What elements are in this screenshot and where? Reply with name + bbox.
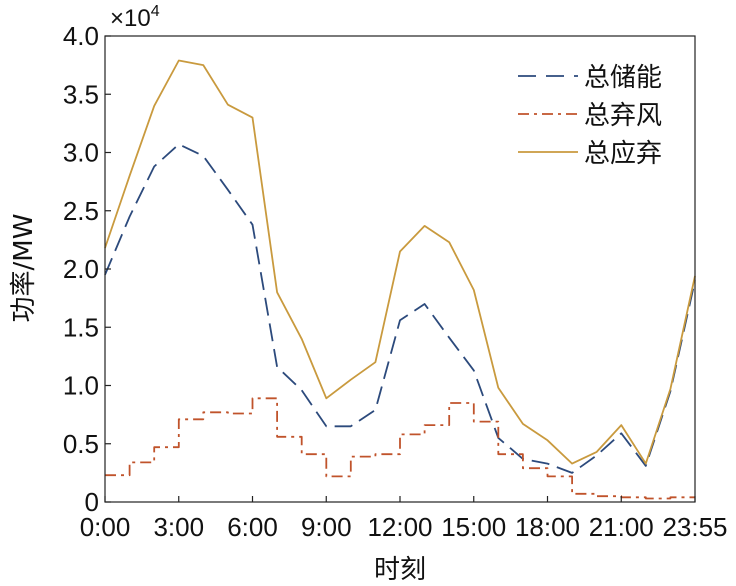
x-tick-label: 9:00 [301, 512, 352, 542]
y-multiplier-base: ×10 [110, 5, 151, 32]
series-layer [104, 59, 696, 500]
x-tick-label: 21:00 [589, 512, 654, 542]
y-tick-label: 0.5 [63, 429, 99, 459]
series-line-3 [104, 59, 696, 465]
x-tick-label: 23:55 [662, 512, 727, 542]
y-tick-label: 1.5 [63, 312, 99, 342]
legend-label: 总应弃 [584, 139, 662, 169]
axis-layer: 0 0.5 1.0 1.5 2.0 2.5 3.0 3.5 4.0 0:00 3:00 6:00 9:0… [63, 21, 728, 542]
series-line-2 [105, 397, 695, 500]
y-tick-label: 2.0 [63, 254, 99, 284]
y-tick-label: 3.0 [63, 138, 99, 168]
y-multiplier: ×104 [110, 3, 160, 32]
y-tick-label: 1.0 [63, 371, 99, 401]
x-tick-label: 3:00 [153, 512, 204, 542]
x-tick-label: 0:00 [80, 512, 131, 542]
y-tick-label: 2.5 [63, 196, 99, 226]
x-tick-label: 18:00 [515, 512, 580, 542]
y-multiplier-exponent: 4 [151, 3, 160, 20]
y-tick-label: 3.5 [63, 79, 99, 109]
y-tick-label: 0 [85, 487, 99, 517]
x-tick-label: 15:00 [441, 512, 506, 542]
x-tick-label: 12:00 [367, 512, 432, 542]
y-tick-label: 4.0 [63, 21, 99, 51]
legend-label: 总储能 [584, 63, 662, 93]
x-axis-title: 时刻 [374, 555, 426, 585]
legend-label: 总弃风 [584, 101, 662, 131]
series-line-1 [104, 143, 696, 474]
x-tick-label: 6:00 [227, 512, 278, 542]
y-axis-title: 功率/MW [9, 214, 39, 323]
